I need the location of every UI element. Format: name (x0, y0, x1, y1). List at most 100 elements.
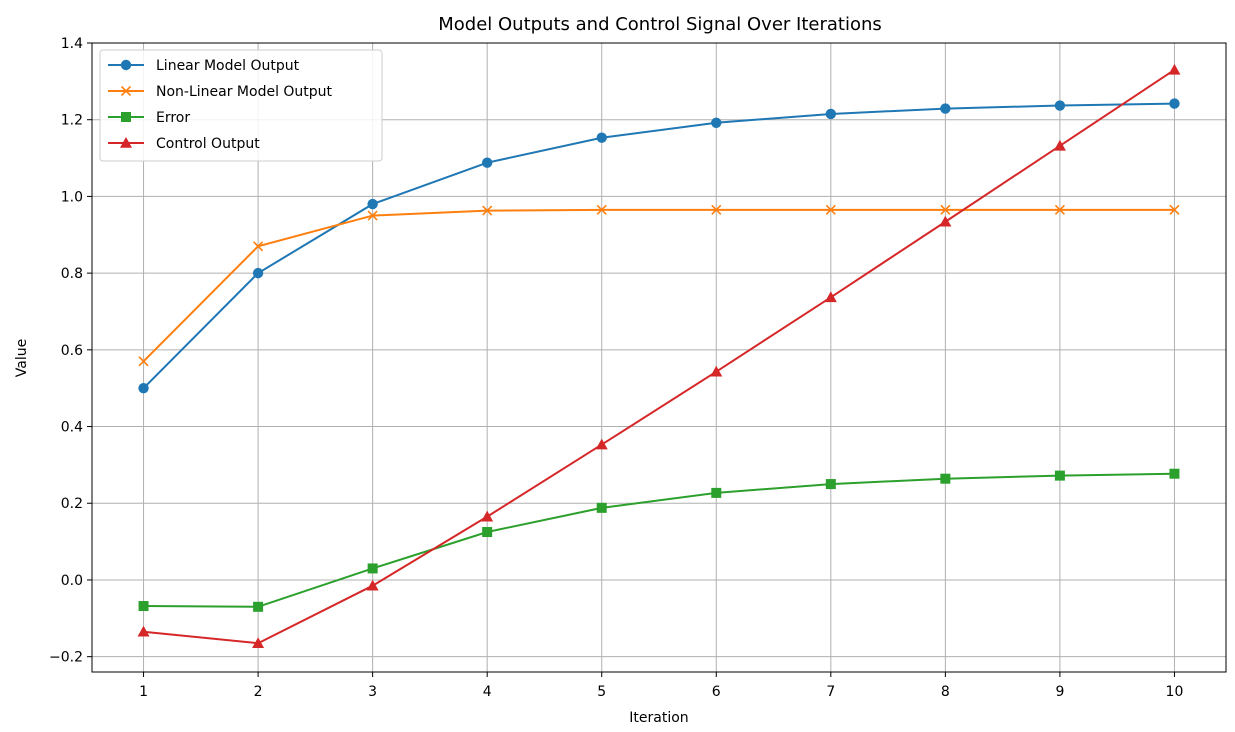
data-point (940, 204, 951, 215)
x-tick-label: 8 (941, 684, 950, 700)
legend-item-non-linear-model-output: Non-Linear Model Output (108, 84, 333, 100)
axis-ticks: 1 2 3 4 5 6 7 8 9 10 −0.2 0.0 0.2 0.4 0.6 0.8 1.0 1.2 1.4 (49, 36, 1183, 700)
x-tick-label: 6 (712, 684, 721, 700)
legend-label: Error (156, 110, 190, 126)
legend-marker (121, 112, 131, 122)
data-point (595, 438, 608, 450)
x-marker-stroke (482, 205, 493, 216)
data-point (1054, 470, 1065, 481)
grid (92, 42, 1226, 672)
x-tick-label: 4 (483, 684, 492, 700)
data-point (253, 601, 264, 612)
y-tick-label: 1.0 (61, 189, 83, 205)
data-point (825, 204, 836, 215)
data-point (481, 157, 493, 168)
series-line-error (143, 472, 1175, 608)
series-control-output (137, 63, 1181, 649)
x-marker-stroke (367, 210, 378, 221)
legend-marker (120, 85, 132, 97)
data-point (366, 579, 379, 591)
y-tick-label: 0.0 (61, 573, 83, 589)
data-point (1054, 100, 1066, 111)
data-point (137, 625, 150, 637)
x-tick-label: 3 (368, 684, 377, 700)
x-marker-stroke (711, 204, 722, 215)
series-line-non-linear-model-output (142, 208, 1175, 363)
legend-label: Control Output (156, 136, 260, 152)
y-axis-label: Value (14, 339, 30, 377)
data-point (939, 215, 952, 227)
data-point (253, 241, 264, 252)
chart-title: Model Outputs and Control Signal Over It… (438, 14, 882, 35)
data-point (940, 473, 951, 484)
series-line-linear-model-output (142, 102, 1175, 389)
data-point (711, 204, 722, 215)
data-point (252, 637, 265, 649)
data-point (138, 356, 149, 367)
x-marker-stroke (1169, 204, 1180, 215)
legend: Linear Model Output Non-Linear Model Outp… (99, 49, 383, 162)
data-point (824, 291, 837, 303)
data-point (1169, 204, 1180, 215)
data-point (710, 365, 723, 377)
x-marker-stroke (596, 204, 607, 215)
legend-item-control-output: Control Output (108, 136, 260, 152)
y-tick-label: 0.8 (61, 266, 83, 282)
data-point (481, 510, 494, 522)
data-point (367, 198, 378, 210)
data-point (596, 132, 607, 143)
y-tick-label: 1.2 (61, 113, 83, 129)
series-line-control-output (143, 69, 1176, 645)
x-tick-label: 9 (1055, 684, 1064, 700)
data-point (482, 205, 493, 216)
data-point (1169, 468, 1180, 479)
y-tick-label: 0.4 (61, 420, 83, 436)
legend-box (99, 49, 383, 162)
data-point (138, 382, 149, 394)
x-marker-stroke (120, 85, 132, 97)
data-point (1053, 139, 1066, 151)
y-tick-label: 0.6 (61, 343, 83, 359)
y-tick-label: 0.2 (61, 496, 83, 512)
legend-marker (120, 59, 132, 71)
x-tick-label: 2 (254, 684, 263, 700)
data-point (367, 210, 378, 221)
data-point (482, 527, 493, 538)
data-point (1054, 204, 1065, 215)
data-point (940, 103, 951, 114)
x-marker-stroke (940, 204, 951, 215)
x-tick-label: 1 (139, 684, 148, 700)
series-layer (137, 63, 1181, 649)
data-point (1168, 63, 1181, 75)
x-marker-stroke (825, 204, 836, 215)
legend-label: Linear Model Output (156, 58, 300, 74)
data-point (596, 502, 607, 513)
series-error (138, 468, 1180, 612)
data-point (1169, 98, 1180, 109)
data-point (596, 204, 607, 215)
data-point (252, 267, 264, 279)
legend-item-error: Error (108, 110, 190, 126)
x-tick-label: 10 (1166, 684, 1184, 700)
legend-label: Non-Linear Model Output (156, 84, 333, 100)
y-tick-label: 1.4 (61, 36, 83, 52)
legend-item-linear-model-output: Linear Model Output (108, 58, 300, 74)
y-tick-label: −0.2 (49, 650, 83, 666)
data-point (711, 487, 722, 498)
data-point (711, 117, 722, 128)
x-tick-label: 7 (826, 684, 835, 700)
data-point (367, 563, 378, 574)
plot-frame (91, 42, 1227, 673)
x-marker-stroke (253, 241, 264, 252)
x-axis-label: Iteration (629, 710, 688, 726)
data-point (825, 108, 837, 120)
x-marker-stroke (138, 356, 149, 367)
series-non-linear-model-output (138, 204, 1180, 367)
data-point (138, 601, 149, 612)
legend-marker (120, 137, 132, 148)
series-linear-model-output (138, 98, 1180, 394)
x-tick-label: 5 (597, 684, 606, 700)
x-marker-stroke (1054, 204, 1065, 215)
data-point (825, 479, 836, 490)
